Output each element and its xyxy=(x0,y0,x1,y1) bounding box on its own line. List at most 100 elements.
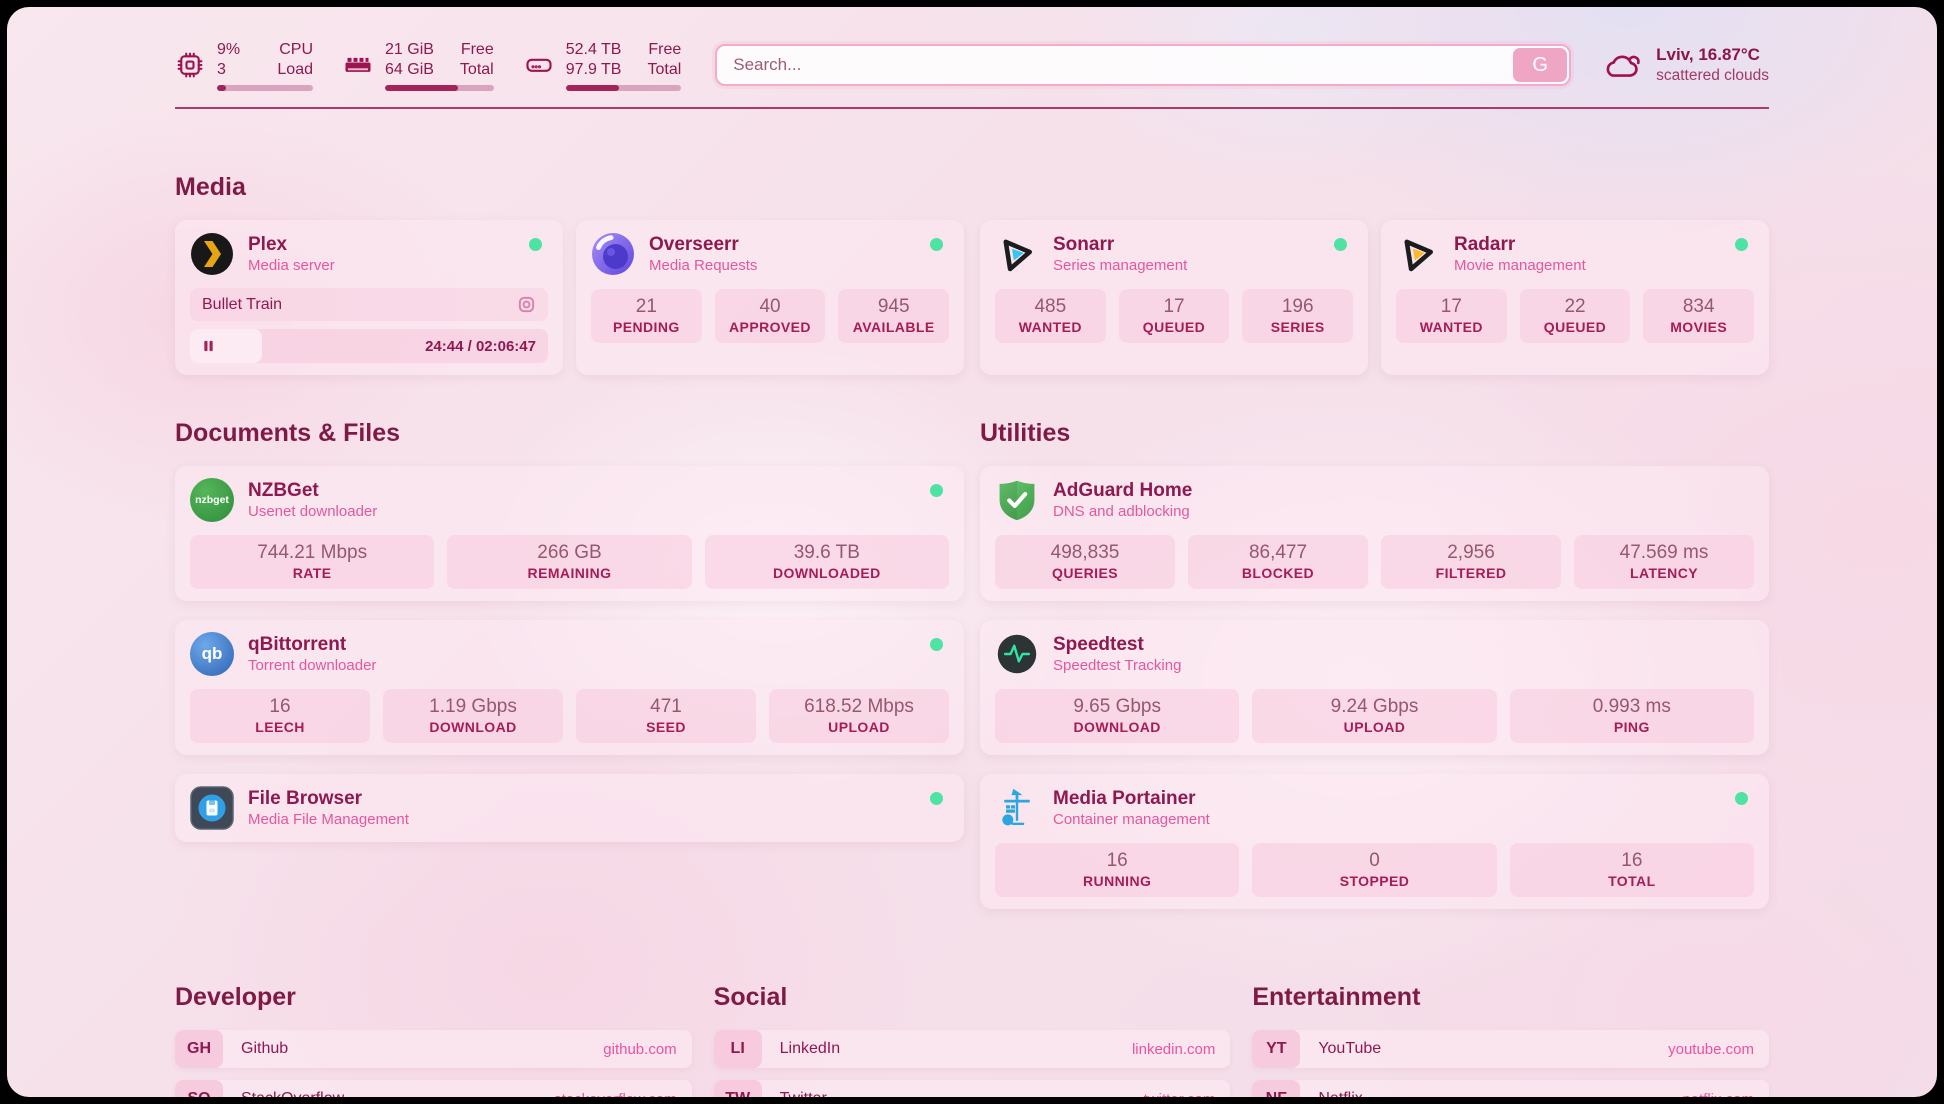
cpu-progress-fill xyxy=(217,84,226,91)
weather-location-temp: Lviv, 16.87°C xyxy=(1656,44,1760,64)
bookmark-tag: SO xyxy=(175,1080,223,1097)
bookmark-name: LinkedIn xyxy=(779,1040,841,1057)
app-name: qBittorrent xyxy=(248,633,347,655)
stat-tile-wanted: 17 WANTED xyxy=(1396,289,1507,343)
memory-progress-fill xyxy=(385,84,458,91)
memory-stat-body: 21 GiB 64 GiB Free Total xyxy=(385,40,494,91)
section-documents: Documents & Files nzbget NZBGet Usenet d… xyxy=(175,419,964,909)
bookmark-stackoverflow[interactable]: SO StackOverflow stackoverflow.com xyxy=(175,1080,692,1097)
qbittorrent-card[interactable]: qb qBittorrent Torrent downloader 16 xyxy=(175,620,964,755)
memory-stat-widget: 21 GiB 64 GiB Free Total xyxy=(343,40,494,91)
stat-tile-queries: 498,835 QUERIES xyxy=(995,535,1175,589)
app-name: Radarr xyxy=(1454,233,1516,255)
app-subtitle: Movie management xyxy=(1454,256,1586,274)
now-playing-row: Bullet Train xyxy=(190,288,548,321)
bookmark-name: Github xyxy=(241,1040,289,1057)
weather-widget[interactable]: Lviv, 16.87°C scattered clouds xyxy=(1601,44,1769,86)
search-bar: G xyxy=(715,44,1572,86)
filebrowser-card[interactable]: File Browser Media File Management xyxy=(175,774,964,842)
speedtest-card[interactable]: Speedtest Speedtest Tracking 9.65 Gbps D… xyxy=(980,620,1769,755)
bookmark-twitter[interactable]: TW Twitter twitter.com xyxy=(713,1080,1231,1098)
disk-total-label: Total xyxy=(647,60,682,78)
now-playing-title: Bullet Train xyxy=(202,295,283,313)
bookmark-tag: YT xyxy=(1252,1030,1301,1068)
stat-tile-remaining: 266 GB REMAINING xyxy=(447,535,692,589)
search-input[interactable] xyxy=(717,55,1570,75)
disk-free-value: 52.4 TB xyxy=(565,40,622,58)
sonarr-icon xyxy=(995,232,1039,276)
app-subtitle: Container management xyxy=(1053,810,1210,828)
status-dot xyxy=(930,792,943,805)
bookmark-url: twitter.com xyxy=(1144,1091,1216,1098)
disk-total-value: 97.9 TB xyxy=(565,60,622,78)
stat-tile-pending: 21 PENDING xyxy=(591,289,702,343)
section-title-entertainment: Entertainment xyxy=(1252,983,1421,1011)
app-name: Speedtest xyxy=(1053,633,1144,655)
adguard-icon xyxy=(995,478,1039,522)
plex-card[interactable]: Plex Media server Bullet Train xyxy=(175,220,563,375)
header-divider xyxy=(175,107,1769,109)
app-name: NZBGet xyxy=(248,479,319,501)
app-name: File Browser xyxy=(248,787,363,809)
memory-total-label: Total xyxy=(459,60,494,78)
playback-progress-row[interactable]: 24:44 / 02:06:47 xyxy=(190,329,548,363)
section-title-social: Social xyxy=(713,983,788,1011)
stat-tile-ping: 0.993 ms PING xyxy=(1509,689,1754,743)
top-bar: 9% 3 CPU Load xyxy=(175,37,1769,93)
disk-stat-widget: 52.4 TB 97.9 TB Free Total xyxy=(524,40,682,91)
media-type-icon xyxy=(518,296,535,313)
section-media: Media Plex xyxy=(175,173,1769,375)
stat-tile-queued: 17 QUEUED xyxy=(1118,289,1230,343)
overseerr-card[interactable]: Overseerr Media Requests 21 PENDING xyxy=(576,220,964,375)
bookmark-linkedin[interactable]: LI LinkedIn linkedin.com xyxy=(713,1030,1231,1068)
status-dot xyxy=(930,638,943,651)
section-title-utilities: Utilities xyxy=(980,419,1071,447)
cpu-stat-body: 9% 3 CPU Load xyxy=(217,40,313,91)
stat-tile-total: 16 TOTAL xyxy=(1509,843,1754,897)
disk-progress-bar xyxy=(565,84,682,91)
stat-tile-running: 16 RUNNING xyxy=(995,843,1240,897)
playback-time: 24:44 / 02:06:47 xyxy=(425,337,536,355)
dashboard-page: 9% 3 CPU Load xyxy=(7,7,1937,1097)
pause-icon[interactable] xyxy=(202,339,215,353)
stat-tile-movies: 834 MOVIES xyxy=(1643,289,1755,343)
app-name: Sonarr xyxy=(1053,233,1115,255)
bookmark-netflix[interactable]: NF Netflix netflix.com xyxy=(1252,1080,1769,1097)
search-provider-button[interactable]: G xyxy=(1513,48,1568,82)
app-subtitle: Usenet downloader xyxy=(248,502,378,520)
qbittorrent-icon: qb xyxy=(190,632,234,676)
bookmark-name: StackOverflow xyxy=(241,1090,344,1097)
cpu-usage-label: CPU xyxy=(279,40,313,58)
bookmark-url: linkedin.com xyxy=(1131,1040,1216,1058)
cpu-progress-bar xyxy=(217,84,313,91)
app-subtitle: Media server xyxy=(248,256,335,274)
app-name: AdGuard Home xyxy=(1053,479,1193,501)
section-title-documents: Documents & Files xyxy=(175,419,401,447)
status-dot xyxy=(930,238,943,251)
speedtest-icon xyxy=(995,632,1039,676)
adguard-card[interactable]: AdGuard Home DNS and adblocking 498,835 … xyxy=(980,466,1769,601)
app-subtitle: DNS and adblocking xyxy=(1053,502,1190,520)
stat-tile-rate: 744.21 Mbps RATE xyxy=(190,535,435,589)
portainer-card[interactable]: Media Portainer Container management 16 … xyxy=(980,774,1769,909)
playback-progress-fill xyxy=(190,329,262,363)
cpu-load-label: Load xyxy=(277,60,313,78)
disk-stat-body: 52.4 TB 97.9 TB Free Total xyxy=(565,40,682,91)
stat-tile-stopped: 0 STOPPED xyxy=(1252,843,1497,897)
bookmark-github[interactable]: GH Github github.com xyxy=(175,1030,692,1068)
bookmark-youtube[interactable]: YT YouTube youtube.com xyxy=(1252,1030,1769,1068)
sonarr-card[interactable]: Sonarr Series management 485 WANTED xyxy=(980,220,1368,375)
stat-tile-download: 9.65 Gbps DOWNLOAD xyxy=(995,689,1240,743)
memory-icon xyxy=(345,57,371,72)
stat-tile-series: 196 SERIES xyxy=(1242,289,1354,343)
stat-tile-seed: 471 SEED xyxy=(576,689,756,743)
cpu-icon xyxy=(177,52,203,78)
app-name: Media Portainer xyxy=(1053,787,1196,809)
stat-tile-available: 945 AVAILABLE xyxy=(838,289,950,343)
nzbget-card[interactable]: nzbget NZBGet Usenet downloader 744.21 M… xyxy=(175,466,964,601)
cpu-load-value: 3 xyxy=(217,60,226,78)
plex-icon xyxy=(190,232,234,276)
stat-tile-approved: 40 APPROVED xyxy=(714,289,826,343)
stat-tile-blocked: 86,477 BLOCKED xyxy=(1188,535,1368,589)
radarr-card[interactable]: Radarr Movie management 17 WANTED 2 xyxy=(1381,220,1769,375)
